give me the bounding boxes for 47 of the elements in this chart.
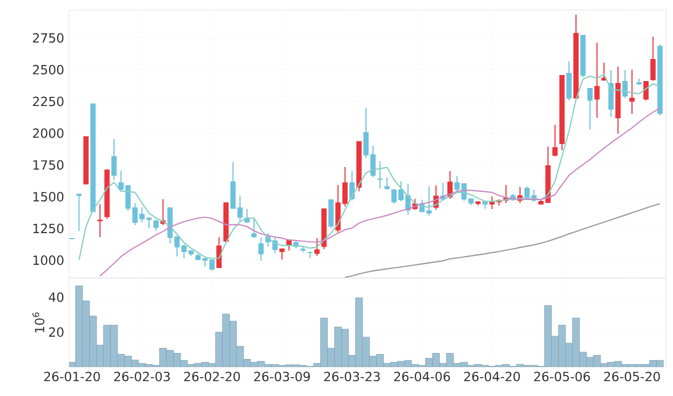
candlestick bbox=[111, 138, 117, 180]
candlestick bbox=[391, 189, 397, 204]
x-tick-label: 26-03-23 bbox=[324, 372, 380, 382]
x-tick-label: 26-01-20 bbox=[44, 372, 100, 382]
candlestick bbox=[650, 36, 656, 82]
candlestick bbox=[132, 202, 138, 226]
x-tick-label: 26-04-06 bbox=[394, 372, 450, 382]
x-tick-label: 26-04-20 bbox=[464, 372, 520, 382]
y-tick-label: 1750 bbox=[33, 160, 64, 170]
candlestick bbox=[370, 145, 376, 178]
y-tick-label: 1500 bbox=[33, 192, 64, 202]
candlestick bbox=[279, 248, 285, 260]
candlestick bbox=[97, 204, 103, 238]
candlestick bbox=[174, 236, 180, 258]
candlestick bbox=[377, 160, 383, 190]
x-tick-label: 26-02-20 bbox=[184, 372, 240, 382]
candlestick bbox=[237, 196, 243, 222]
candlestick bbox=[181, 244, 187, 259]
x-tick-label: 26-02-03 bbox=[114, 372, 170, 382]
candlestick bbox=[363, 107, 369, 159]
candlestick bbox=[258, 236, 264, 262]
candlestick bbox=[153, 220, 159, 232]
candlestick bbox=[314, 238, 320, 256]
y-tick-label: 1250 bbox=[33, 224, 64, 234]
y-tick-label: 2750 bbox=[32, 33, 64, 43]
x-tick-label: 26-05-20 bbox=[604, 372, 660, 382]
candlestick bbox=[76, 194, 82, 232]
candlestick bbox=[139, 206, 145, 224]
candlestick bbox=[524, 186, 530, 199]
candlestick bbox=[587, 88, 593, 130]
candlestick bbox=[342, 166, 348, 207]
y-tick-label: 2000 bbox=[32, 128, 64, 138]
candlestick bbox=[146, 217, 152, 229]
y-axis-title: 10$^{6}$ bbox=[32, 312, 44, 332]
x-tick-label: 26-05-06 bbox=[534, 372, 590, 382]
y-tick-label: 2500 bbox=[32, 64, 64, 74]
candlestick bbox=[209, 259, 215, 272]
x-tick-label: 26-03-09 bbox=[254, 372, 310, 382]
y-tick-label: 40 bbox=[48, 292, 64, 302]
candlestick bbox=[426, 186, 432, 216]
y-tick-label: 20 bbox=[49, 327, 64, 337]
y-tick-label: 2250 bbox=[32, 96, 64, 106]
y-tick-label: 1000 bbox=[33, 255, 64, 266]
candlestick bbox=[594, 42, 600, 118]
candlestick bbox=[552, 124, 558, 157]
candlestick bbox=[454, 175, 460, 192]
candlestick bbox=[629, 69, 635, 114]
